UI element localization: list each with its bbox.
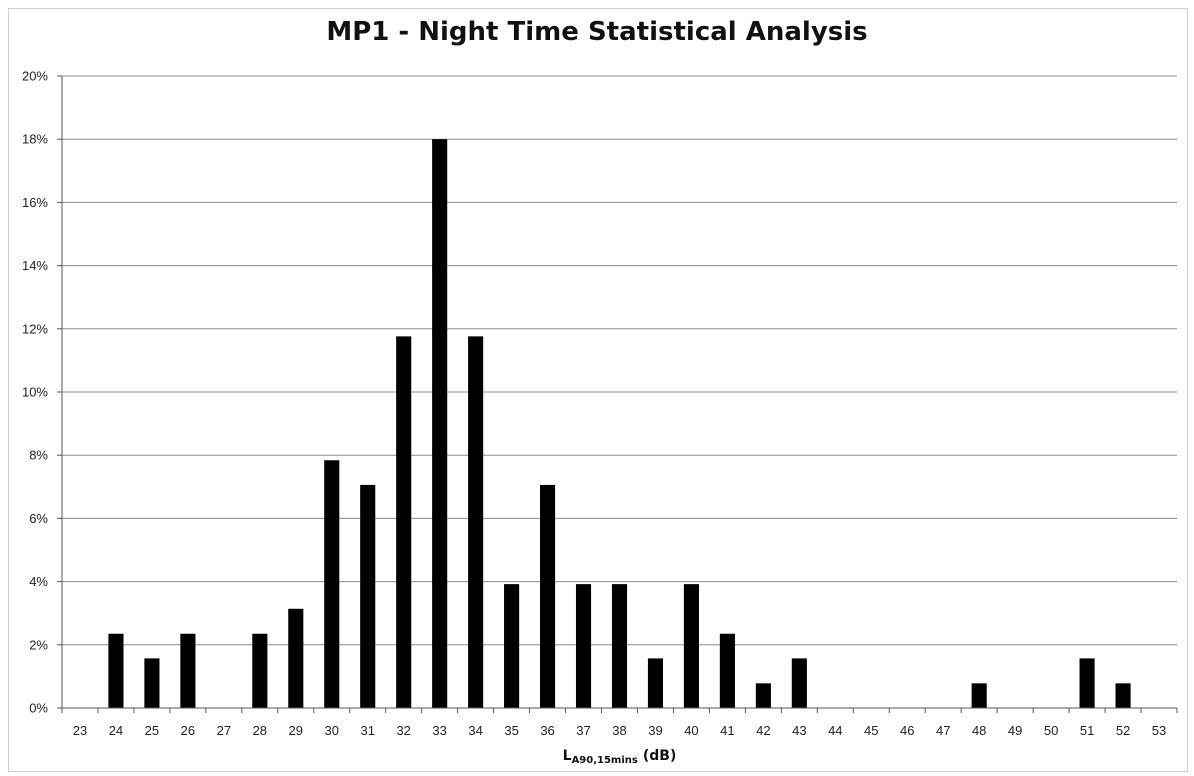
y-tick-label: 16% bbox=[22, 195, 48, 210]
bar-33 bbox=[432, 139, 448, 708]
y-tick-label: 14% bbox=[22, 258, 48, 273]
chart-title: MP1 - Night Time Statistical Analysis bbox=[326, 17, 868, 47]
x-tick-label: 31 bbox=[360, 723, 374, 738]
y-tick-label: 12% bbox=[22, 321, 48, 336]
x-tick-label: 45 bbox=[864, 723, 878, 738]
x-tick-label: 23 bbox=[73, 723, 87, 738]
bar-39 bbox=[647, 658, 664, 708]
x-tick-label: 47 bbox=[936, 723, 950, 738]
x-tick-label: 43 bbox=[792, 723, 806, 738]
bar-52 bbox=[1115, 683, 1131, 708]
x-tick-label: 34 bbox=[468, 723, 482, 738]
y-tick-label: 18% bbox=[22, 132, 48, 147]
x-axis-label-main: L bbox=[563, 748, 572, 764]
x-tick-label: 49 bbox=[1008, 723, 1022, 738]
bar-25 bbox=[144, 658, 160, 708]
x-tick-label: 36 bbox=[540, 723, 554, 738]
y-tick-label: 4% bbox=[29, 574, 48, 589]
x-tick-label: 53 bbox=[1152, 723, 1166, 738]
x-tick-label: 41 bbox=[720, 723, 734, 738]
x-tick-label: 24 bbox=[109, 723, 123, 738]
x-tick-label: 46 bbox=[900, 723, 914, 738]
x-tick-label: 32 bbox=[396, 723, 410, 738]
bar-32 bbox=[396, 336, 412, 708]
x-tick-label: 50 bbox=[1044, 723, 1058, 738]
y-tick-label: 0% bbox=[29, 701, 48, 716]
bar-42 bbox=[755, 683, 771, 708]
bar-28 bbox=[252, 633, 268, 708]
y-tick-label: 10% bbox=[22, 385, 48, 400]
x-tick-label: 28 bbox=[253, 723, 267, 738]
x-tick-label: 27 bbox=[217, 723, 231, 738]
bar-38 bbox=[611, 584, 628, 708]
y-tick-label: 8% bbox=[29, 448, 48, 463]
bar-37 bbox=[575, 584, 592, 708]
x-tick-label: 35 bbox=[504, 723, 518, 738]
x-tick-label: 39 bbox=[648, 723, 662, 738]
y-tick-label: 20% bbox=[22, 69, 48, 84]
x-tick-label: 48 bbox=[972, 723, 986, 738]
y-axis-ticks: 0% 2% 4% 6% 8% 10% 12% 14% 16% 18% 20% bbox=[22, 69, 62, 716]
bar-34 bbox=[468, 336, 484, 708]
x-axis-label-subscript: A90,15mins bbox=[572, 755, 638, 766]
bar-29 bbox=[288, 608, 304, 708]
bar-51 bbox=[1079, 658, 1095, 708]
bar-30 bbox=[324, 460, 340, 708]
x-tick-label: 51 bbox=[1080, 723, 1094, 738]
x-tick-label: 30 bbox=[325, 723, 339, 738]
x-tick-label: 38 bbox=[612, 723, 626, 738]
x-tick-label: 42 bbox=[756, 723, 770, 738]
bar-40 bbox=[683, 584, 699, 708]
x-tick-label: 52 bbox=[1116, 723, 1130, 738]
bar-41 bbox=[719, 633, 735, 708]
bar-48 bbox=[971, 683, 987, 708]
bars bbox=[108, 139, 1131, 708]
x-tick-label: 26 bbox=[181, 723, 195, 738]
x-tick-label: 29 bbox=[289, 723, 303, 738]
bar-24 bbox=[108, 633, 124, 708]
x-tick-label: 25 bbox=[145, 723, 159, 738]
x-axis-label-unit: (dB) bbox=[643, 748, 677, 764]
bar-43 bbox=[791, 658, 807, 708]
x-tick-label: 40 bbox=[684, 723, 698, 738]
x-axis-label: LA90,15mins (dB) bbox=[563, 748, 677, 766]
bar-26 bbox=[180, 633, 196, 708]
bar-31 bbox=[360, 484, 376, 708]
y-tick-label: 2% bbox=[29, 637, 48, 652]
y-tick-label: 6% bbox=[29, 511, 48, 526]
bar-35 bbox=[504, 584, 520, 708]
gridlines bbox=[62, 75, 1177, 646]
x-tick-label: 37 bbox=[576, 723, 590, 738]
x-tick-label: 44 bbox=[828, 723, 842, 738]
x-tick-label: 33 bbox=[432, 723, 446, 738]
bar-36 bbox=[540, 484, 556, 708]
x-axis-ticks: 23 24 25 26 27 28 29 30 31 32 33 34 35 36 37 38 39 40 41 42… bbox=[61, 708, 1178, 738]
